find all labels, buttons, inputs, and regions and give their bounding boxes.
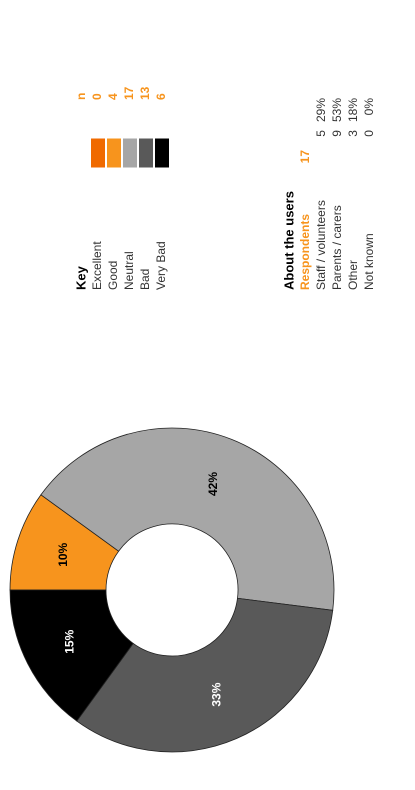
key-count: 13 — [138, 86, 152, 100]
user-count: 3 — [346, 130, 360, 137]
user-percent: 53% — [330, 98, 344, 122]
respondents-count: 17 — [298, 150, 312, 164]
user-percent: 29% — [314, 98, 328, 122]
key-count: 0 — [90, 93, 104, 100]
user-type: Staff / volunteers — [314, 200, 328, 290]
key-count: 6 — [154, 93, 168, 100]
user-type: Not known — [362, 233, 376, 290]
key-swatch — [106, 137, 122, 169]
key-swatch — [138, 137, 154, 169]
user-type: Parents / carers — [330, 205, 344, 290]
user-count: 5 — [314, 130, 328, 137]
user-type: Other — [346, 260, 360, 290]
user-percent: 0% — [362, 98, 376, 116]
key-label: Good — [106, 261, 120, 290]
rotated-page: 10% 42% 33% 15% Key n Excellent 0 Good 4 Neutral 17… — [9, 86, 376, 753]
key-swatch — [122, 137, 138, 169]
user-count: 9 — [330, 130, 344, 137]
user-count: 0 — [362, 130, 376, 137]
key-label: Very Bad — [154, 241, 168, 290]
slice-label: 33% — [209, 682, 223, 706]
donut-slice — [76, 597, 334, 753]
slice-label: 15% — [63, 629, 77, 653]
respondents-label: Respondents — [298, 214, 312, 290]
slice-label: 42% — [206, 472, 220, 496]
donut-slice — [40, 427, 335, 611]
key-swatch — [90, 137, 106, 169]
key-label: Excellent — [90, 241, 104, 290]
donut-slice — [9, 589, 134, 722]
key-n-header: n — [74, 93, 88, 100]
slice-label: 10% — [56, 542, 70, 566]
key-count: 17 — [122, 86, 136, 100]
key-count: 4 — [106, 93, 120, 100]
key-title: Key — [73, 265, 88, 290]
users-title: About the users — [281, 191, 296, 290]
key-label: Bad — [138, 269, 152, 290]
key-swatch — [154, 137, 170, 169]
key-label: Neutral — [122, 251, 136, 290]
user-percent: 18% — [346, 98, 360, 122]
